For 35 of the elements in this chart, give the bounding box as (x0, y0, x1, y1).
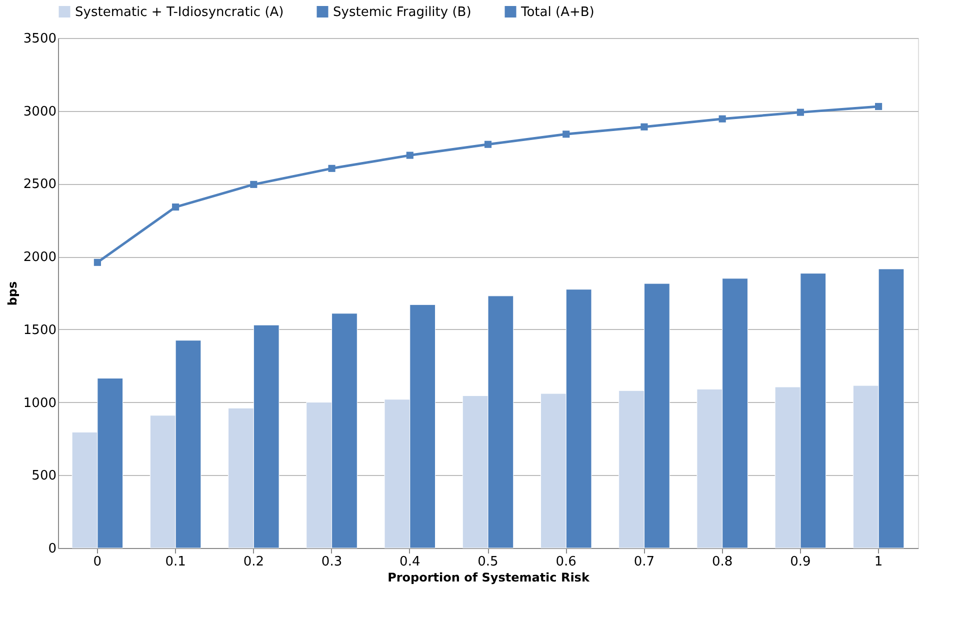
x-tick-label: 0.4 (400, 554, 420, 570)
point (562, 130, 570, 138)
point (172, 203, 180, 211)
legend-label: Systemic Fragility (B) (333, 4, 472, 20)
y-tick-label: 1500 (23, 322, 56, 338)
y-tick-label: 1000 (23, 396, 56, 411)
x-tick-label: 0.8 (712, 554, 733, 570)
legend-label: Systematic + T-Idiosyncratic (A) (75, 4, 284, 20)
x-tick-label: 0.9 (790, 554, 811, 570)
x-tick-label: 0.7 (634, 554, 655, 570)
y-axis-title: bps (5, 281, 20, 306)
point (250, 180, 258, 188)
x-tick-label: 0.5 (478, 554, 498, 570)
point (796, 108, 804, 116)
y-tick-label: 0 (48, 542, 56, 556)
point (484, 140, 492, 148)
x-tick-label: 1 (874, 554, 883, 570)
y-tick-label: 2000 (23, 250, 56, 266)
x-tick-label: 0.6 (556, 554, 576, 570)
x-tick-label: 0.2 (243, 554, 264, 570)
point (718, 115, 726, 122)
y-tick-label: 500 (32, 468, 56, 484)
point (406, 152, 414, 159)
x-tick-label: 0.1 (165, 554, 186, 570)
legend-label: Total (A+B) (520, 4, 594, 20)
point (328, 164, 336, 172)
x-tick-label: 0 (93, 554, 102, 570)
point (640, 123, 648, 130)
x-axis-title: Proportion of Systematic Risk (388, 570, 590, 584)
y-tick-label: 3000 (23, 104, 56, 120)
y-tick-label: 2500 (23, 177, 56, 192)
y-tick-label: 3500 (23, 32, 56, 46)
x-tick-label: 0.3 (321, 554, 342, 570)
point (94, 258, 101, 266)
point (875, 102, 882, 110)
